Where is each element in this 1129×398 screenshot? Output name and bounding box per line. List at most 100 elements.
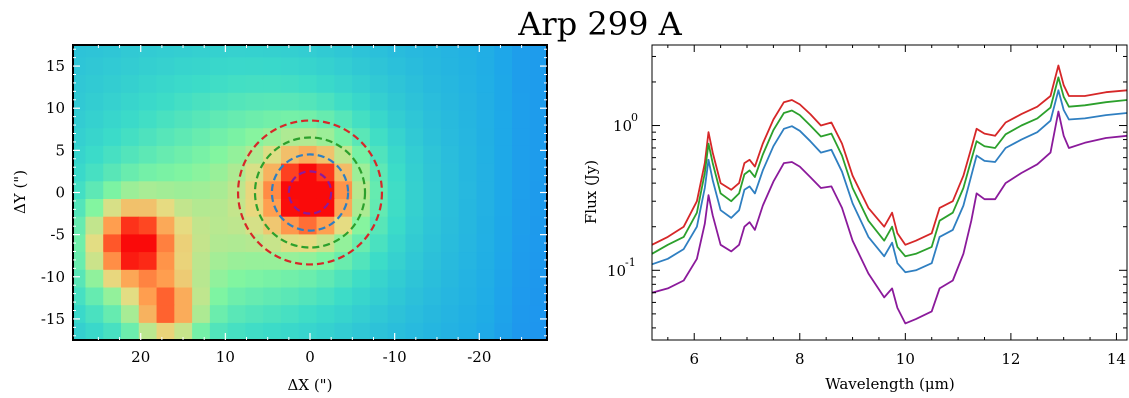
heatmap-pixel <box>138 145 157 164</box>
heatmap-pixel <box>262 109 281 129</box>
heatmap-pixel <box>475 269 495 288</box>
heatmap-pixel <box>191 216 210 235</box>
heatmap-pixel <box>493 180 513 199</box>
heatmap-pixel <box>333 127 353 146</box>
heatmap-pixel <box>422 233 441 253</box>
heatmap-pixel <box>440 163 459 182</box>
heatmap-pixel <box>458 198 477 217</box>
heatmap-pixel <box>351 45 370 58</box>
image-x-axis-label: ΔX (") <box>288 376 333 394</box>
heatmap-pixel <box>458 251 477 270</box>
heatmap-pixel <box>511 145 530 164</box>
heatmap-pixel <box>73 74 86 93</box>
heatmap-pixel <box>333 56 353 76</box>
heatmap-pixel <box>440 180 459 199</box>
heatmap-pixel <box>244 198 264 217</box>
heatmap-pixel <box>173 163 193 182</box>
heatmap-pixel <box>422 286 441 306</box>
spectrum-line <box>652 89 1127 274</box>
heatmap-pixel <box>227 304 246 323</box>
heatmap-pixel <box>227 45 246 58</box>
heatmap-pixel <box>227 109 246 129</box>
heatmap-pixel <box>138 198 157 217</box>
aperture-circles <box>236 119 384 266</box>
heatmap-pixel <box>138 180 157 199</box>
heatmap-pixel <box>84 74 104 93</box>
heatmap-pixel <box>138 109 157 129</box>
heatmap-pixel <box>298 180 317 199</box>
heatmap-pixel <box>387 180 406 199</box>
heatmap-pixel <box>102 145 121 164</box>
heatmap-pixel <box>422 127 441 146</box>
heatmap-pixel <box>422 322 441 340</box>
heatmap-pixel <box>84 304 104 323</box>
heatmap-pixel <box>73 286 86 306</box>
heatmap-pixel <box>138 233 157 253</box>
heatmap-pixel <box>529 145 547 164</box>
y-tick-label: 0 <box>55 184 65 202</box>
heatmap-pixel <box>529 198 547 217</box>
heatmap-pixel <box>333 180 353 199</box>
heatmap-pixel <box>244 286 264 306</box>
heatmap-pixel <box>262 322 281 340</box>
heatmap-pixel <box>333 233 353 253</box>
heatmap-pixel <box>84 216 104 235</box>
heatmap-pixel <box>440 198 459 217</box>
heatmap-pixel <box>351 269 370 288</box>
heatmap-pixel <box>404 163 424 182</box>
heatmap-pixel <box>529 322 547 340</box>
heatmap-pixel <box>209 233 228 253</box>
heatmap-pixel <box>191 109 210 129</box>
heatmap-pixel <box>191 56 210 76</box>
heatmap-pixel <box>298 304 317 323</box>
heatmap-pixel <box>369 109 388 129</box>
heatmap-pixel <box>262 74 281 93</box>
heatmap-pixel <box>404 216 424 235</box>
heatmap-pixel <box>422 56 441 76</box>
heatmap-pixel <box>102 92 121 111</box>
heatmap-pixel <box>227 127 246 146</box>
heatmap-pixel <box>351 304 370 323</box>
heatmap-pixel <box>387 304 406 323</box>
heatmap-pixel <box>511 198 530 217</box>
heatmap-pixel <box>191 92 210 111</box>
heatmap-pixel <box>280 322 299 340</box>
heatmap-pixel <box>493 109 513 129</box>
heatmap-pixel <box>262 92 281 111</box>
heatmap-pixel <box>155 216 175 235</box>
heatmap-pixel <box>315 304 335 323</box>
heatmap-pixel <box>404 251 424 270</box>
spectrum-axis-ticks: 6 8 10 12 14 <box>652 45 1127 368</box>
heatmap-pixel <box>511 92 530 111</box>
heatmap-pixel <box>102 216 121 235</box>
heatmap-pixel <box>244 233 264 253</box>
heatmap-pixel <box>120 286 139 306</box>
spectrum-line <box>652 110 1127 325</box>
heatmap-pixel <box>387 145 406 164</box>
heatmap-pixel <box>138 251 157 270</box>
heatmap-pixel <box>244 216 264 235</box>
heatmap-pixel <box>227 163 246 182</box>
heatmap-pixel <box>155 56 175 76</box>
heatmap-pixel <box>191 74 210 93</box>
heatmap-pixel <box>387 163 406 182</box>
spectrum-lines <box>652 64 1127 325</box>
heatmap-pixel <box>120 56 139 76</box>
heatmap-pixel <box>244 251 264 270</box>
heatmap-pixel <box>404 198 424 217</box>
heatmap-pixel <box>422 163 441 182</box>
heatmap-pixel <box>511 180 530 199</box>
heatmap-pixel <box>120 74 139 93</box>
heatmap-pixel <box>173 109 193 129</box>
heatmap-pixel <box>440 74 459 93</box>
heatmap-pixel <box>298 92 317 111</box>
heatmap-pixel <box>458 233 477 253</box>
heatmap-pixel <box>351 56 370 76</box>
heatmap-pixel <box>511 56 530 76</box>
aperture-circle <box>253 136 367 249</box>
heatmap-pixel <box>458 216 477 235</box>
aperture-circle <box>270 153 350 232</box>
heatmap-pixel <box>422 92 441 111</box>
heatmap-pixel <box>333 216 353 235</box>
heatmap-pixel <box>351 127 370 146</box>
